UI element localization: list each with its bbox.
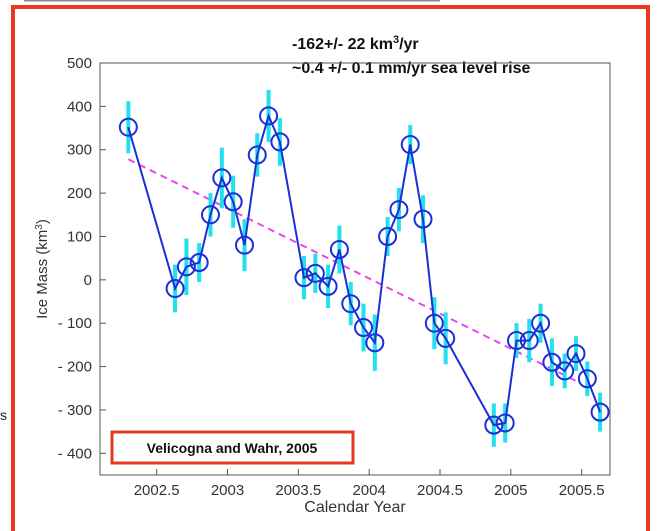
data-point: [555, 361, 575, 381]
data-point: [365, 333, 385, 353]
data-point: [201, 205, 220, 225]
data-point: [270, 132, 290, 152]
data-point: [519, 331, 539, 351]
y-axis-label: Ice Mass (km3): [34, 219, 52, 319]
x-tick-label: 2003: [211, 482, 244, 499]
data-point: [378, 226, 398, 246]
data-point: [531, 313, 551, 333]
data-point: [424, 313, 444, 333]
x-axis-ticks: 2002.5 2003 2003.5 2004 2004.5 2005 2005.5: [134, 469, 605, 499]
data-point: [484, 415, 504, 435]
y-tick-label: 300: [67, 142, 92, 159]
y-tick-label: 100: [67, 228, 92, 245]
y-tick-label: 500: [67, 55, 92, 72]
data-point: [495, 413, 515, 433]
y-tick-label: 400: [67, 98, 92, 115]
data-point: [294, 268, 314, 288]
data-point: [318, 276, 338, 296]
x-axis-label: Calendar Year: [304, 499, 406, 516]
plot-area-border: [99, 62, 611, 476]
x-tick-label: 2003.5: [275, 482, 321, 499]
data-point: [542, 352, 562, 372]
data-point: [413, 209, 433, 229]
data-point: [212, 168, 232, 188]
data-point: [329, 239, 349, 259]
y-axis-ticks: 500 400 300 200 100 0 - 100 - 200 - 300 - 400: [58, 55, 106, 462]
data-point: [223, 192, 243, 212]
source-label: Velicogna and Wahr, 2005: [147, 440, 318, 456]
data-point: [247, 145, 267, 165]
data-point: [436, 328, 456, 348]
x-tick-label: 2002.5: [134, 482, 180, 499]
x-tick-label: 2004.5: [417, 482, 463, 499]
data-point: [341, 294, 361, 314]
y-tick-label: - 200: [58, 359, 92, 376]
data-point: [389, 200, 409, 220]
y-tick-label: - 400: [58, 445, 92, 462]
y-tick-label: - 100: [58, 315, 92, 332]
rate-annotation: -162+/- 22 km3/yr ~0.4 +/- 0.1 mm/yr sea…: [292, 34, 530, 77]
data-point: [354, 318, 373, 338]
data-point: [189, 252, 209, 272]
data-point: [176, 257, 196, 277]
x-tick-label: 2005: [494, 482, 527, 499]
data-point: [507, 331, 526, 351]
y-tick-label: 200: [67, 185, 92, 202]
data-point: [566, 344, 586, 364]
data-point: [259, 106, 279, 126]
figure-border: [11, 5, 650, 531]
data-point: [118, 117, 138, 137]
data-point: [590, 402, 610, 422]
data-point: [165, 279, 185, 299]
rate-annotation-line2: ~0.4 +/- 0.1 mm/yr sea level rise: [292, 60, 530, 77]
rate-annotation-line1: -162+/- 22 km3/yr: [292, 34, 419, 53]
error-bar-group: [126, 89, 603, 447]
data-point: [577, 369, 597, 389]
data-point: [400, 135, 420, 155]
y-tick-label: 0: [84, 272, 92, 289]
stray-edge-glyph: s: [0, 407, 7, 423]
source-label-box: [110, 430, 355, 465]
data-point: [305, 263, 325, 283]
data-point: [235, 235, 254, 255]
y-tick-label: - 300: [58, 402, 92, 419]
x-tick-label: 2004: [352, 482, 385, 499]
x-tick-label: 2005.5: [559, 482, 605, 499]
marker-group: [118, 106, 610, 435]
